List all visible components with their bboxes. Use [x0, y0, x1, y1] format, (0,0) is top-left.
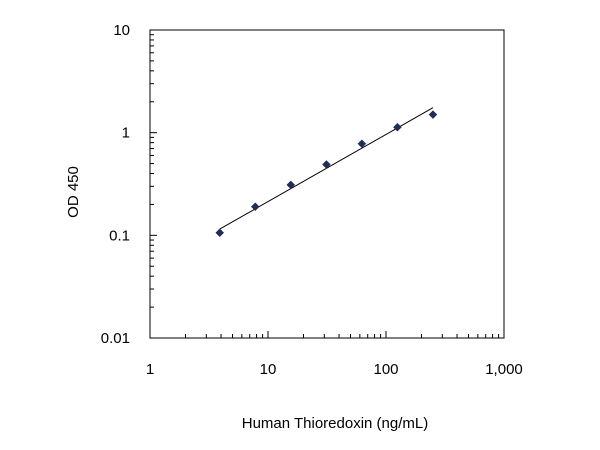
- x-axis: 1 10 100 1,000: [146, 331, 523, 378]
- plot-area: [149, 29, 505, 339]
- data-point: [250, 202, 260, 212]
- data-point: [322, 160, 331, 169]
- y-tick-label: 10: [113, 22, 130, 39]
- x-tick-label: 1: [146, 361, 154, 378]
- data-point: [393, 122, 402, 132]
- data-point: [286, 180, 296, 190]
- y-tick-label: 0.1: [109, 227, 130, 244]
- y-axis: 0.01 0.1 1 10: [101, 22, 157, 347]
- y-tick-label: 1: [122, 125, 130, 142]
- data-point: [428, 110, 438, 119]
- data-point: [215, 228, 225, 238]
- x-tick-label: 10: [260, 361, 277, 378]
- x-tick-label: 1,000: [485, 361, 523, 378]
- y-axis-label: OD 450: [65, 166, 82, 218]
- data-points: [215, 110, 438, 238]
- data-point: [357, 139, 367, 149]
- x-tick-label: 100: [373, 361, 398, 378]
- y-tick-label: 0.01: [101, 330, 130, 347]
- x-axis-label: Human Thioredoxin (ng/mL): [242, 415, 428, 432]
